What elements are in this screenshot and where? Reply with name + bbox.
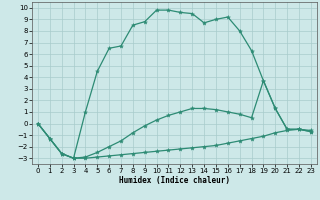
X-axis label: Humidex (Indice chaleur): Humidex (Indice chaleur): [119, 176, 230, 185]
